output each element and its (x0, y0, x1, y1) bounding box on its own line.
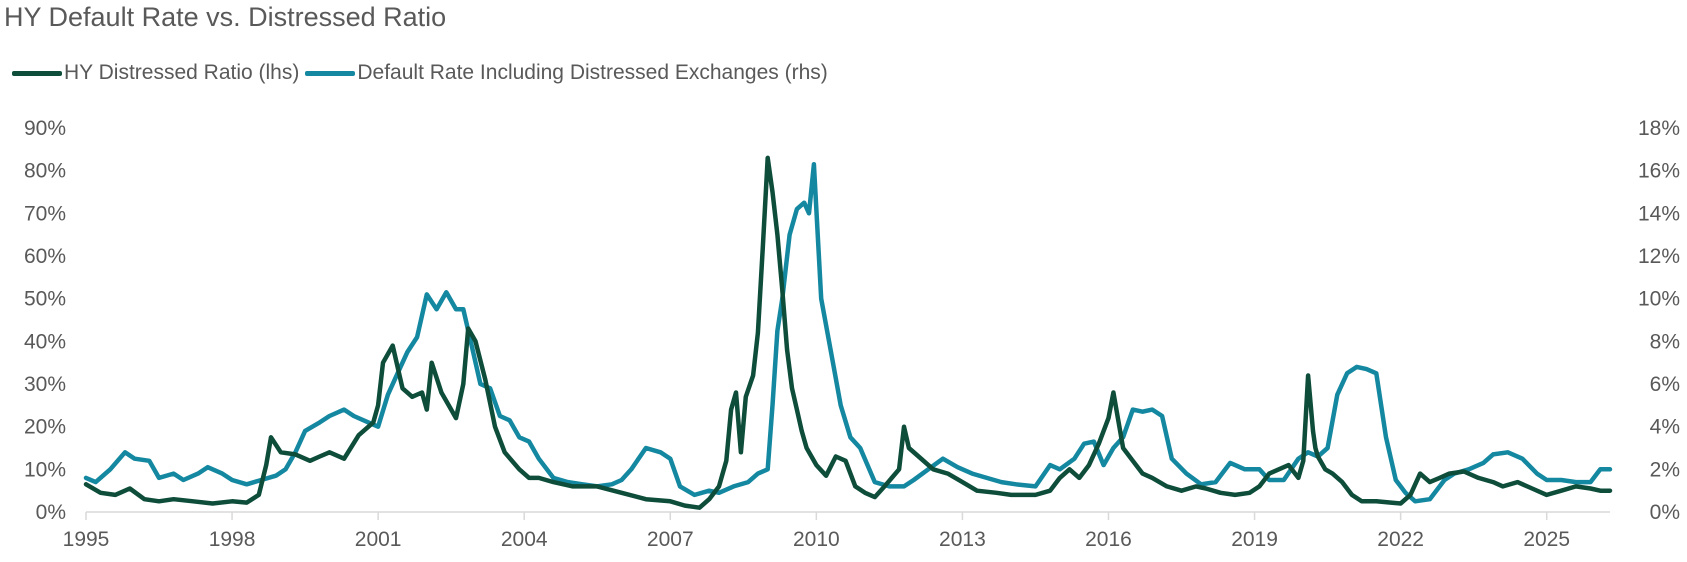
x-tick-label: 2025 (1523, 528, 1570, 551)
legend-swatch-default-rate (305, 70, 356, 76)
x-tick-label: 2019 (1231, 528, 1278, 551)
x-tick-label: 2007 (647, 528, 694, 551)
legend-label-distressed-ratio: HY Distressed Ratio (lhs) (64, 61, 300, 84)
x-tick-label: 2013 (939, 528, 986, 551)
y-right-tick-label: 16% (1638, 160, 1680, 183)
y-left-tick-label: 0% (36, 501, 66, 524)
x-tick-label: 2022 (1377, 528, 1424, 551)
x-tick-label: 2001 (355, 528, 402, 551)
x-tick-label: 1995 (63, 528, 110, 551)
y-left-tick-label: 60% (24, 245, 66, 268)
x-tick-label: 2004 (501, 528, 548, 551)
x-tick-label: 1998 (209, 528, 256, 551)
chart-legend: HY Distressed Ratio (lhs) Default Rate I… (12, 58, 834, 88)
y-right-tick-label: 18% (1638, 117, 1680, 140)
legend-swatch-distressed-ratio (12, 70, 62, 76)
legend-label-default-rate: Default Rate Including Distressed Exchan… (357, 61, 828, 84)
distressed-ratio-line (83, 155, 1613, 510)
default-rate-line (83, 162, 1613, 504)
y-right-tick-label: 10% (1638, 288, 1680, 311)
y-right-tick-label: 2% (1650, 458, 1680, 481)
y-left-tick-label: 30% (24, 373, 66, 396)
y-right-tick-label: 6% (1650, 373, 1680, 396)
y-left-tick-label: 20% (24, 416, 66, 439)
x-tick-label: 2010 (793, 528, 840, 551)
legend-item-default-rate: Default Rate Including Distressed Exchan… (305, 61, 828, 85)
y-right-tick-label: 12% (1638, 245, 1680, 268)
y-left-tick-label: 50% (24, 288, 66, 311)
y-right-tick-label: 4% (1650, 416, 1680, 439)
y-right-tick-label: 8% (1650, 330, 1680, 353)
y-right-tick-label: 14% (1638, 202, 1680, 225)
y-left-tick-label: 40% (24, 330, 66, 353)
legend-item-distressed-ratio: HY Distressed Ratio (lhs) (12, 61, 299, 85)
y-left-tick-label: 90% (24, 117, 66, 140)
x-tick-label: 2016 (1085, 528, 1132, 551)
y-left-tick-label: 70% (24, 202, 66, 225)
chart-title: HY Default Rate vs. Distressed Ratio (4, 2, 447, 32)
y-right-tick-label: 0% (1650, 501, 1680, 524)
y-left-tick-label: 10% (24, 458, 66, 481)
y-left-tick-label: 80% (24, 160, 66, 183)
